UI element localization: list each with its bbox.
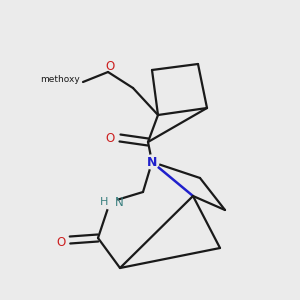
Text: methoxy: methoxy (40, 74, 80, 83)
Circle shape (103, 195, 117, 209)
Text: N: N (147, 155, 157, 169)
Text: O: O (105, 61, 115, 74)
Text: N: N (115, 196, 124, 208)
Text: O: O (105, 131, 115, 145)
Text: H: H (100, 197, 108, 207)
Circle shape (145, 155, 159, 169)
Text: O: O (56, 236, 66, 248)
